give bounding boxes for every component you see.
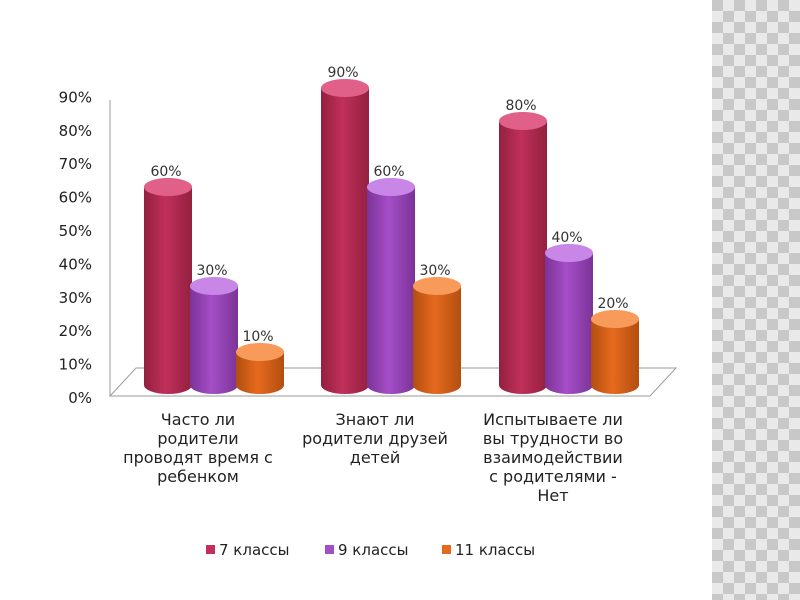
category-label: Знают ли родители друзей детей: [302, 410, 448, 467]
data-label: 80%: [505, 98, 536, 114]
bars: [144, 79, 639, 394]
y-tick-label: 30%: [59, 289, 92, 307]
data-label: 60%: [373, 164, 404, 180]
bar-body: [545, 253, 593, 394]
legend-item: 9 классы: [325, 541, 409, 559]
legend-item: 7 классы: [206, 541, 290, 559]
bar-body: [144, 187, 192, 394]
y-axis: 0% 10% 20% 30% 40% 50% 60% 70% 80% 90%: [59, 88, 92, 407]
data-labels: 60% 90% 80% 30% 60% 40% 10% 30% 20%: [150, 65, 628, 345]
bar-3-3: [591, 310, 639, 394]
legend-label: 7 классы: [219, 541, 290, 559]
data-label: 20%: [597, 296, 628, 312]
bar-2-1: [190, 277, 238, 394]
data-label: 60%: [150, 164, 181, 180]
legend-label: 9 классы: [338, 541, 409, 559]
y-tick-label: 50%: [59, 222, 92, 240]
category-label: Испытываете ли вы трудности во взаимодейст…: [483, 410, 623, 505]
bar-top: [413, 277, 461, 295]
bar-body: [591, 319, 639, 394]
bar-top: [367, 178, 415, 196]
legend-label: 11 классы: [455, 541, 535, 559]
data-label: 30%: [419, 263, 450, 279]
category-label: Часто ли родители проводят время с ребенком: [123, 410, 273, 486]
bar-2-3: [545, 244, 593, 394]
bar-1-1: [144, 178, 192, 394]
bar-1-2: [321, 79, 369, 394]
bar-top: [321, 79, 369, 97]
bar-2-2: [367, 178, 415, 394]
bar-top: [499, 112, 547, 130]
legend-item: 11 классы: [442, 541, 535, 559]
y-tick-label: 40%: [59, 255, 92, 273]
y-tick-label: 10%: [59, 356, 92, 374]
legend: 7 классы 9 классы 11 классы: [206, 541, 535, 559]
data-label: 90%: [327, 65, 358, 81]
data-label: 40%: [551, 230, 582, 246]
legend-swatch: [325, 545, 334, 554]
bar-top: [545, 244, 593, 262]
y-tick-label: 90%: [59, 88, 92, 106]
bar-body: [190, 286, 238, 394]
bar-chart: 0% 10% 20% 30% 40% 50% 60% 70% 80% 90% 60% 90% 80% 3…: [59, 65, 678, 559]
bar-body: [367, 187, 415, 394]
category-labels: Часто ли родители проводят время с ребенком…: [123, 410, 623, 505]
data-label: 10%: [242, 329, 273, 345]
legend-swatch: [206, 545, 215, 554]
bar-body: [499, 121, 547, 394]
bar-top: [591, 310, 639, 328]
bar-top: [236, 343, 284, 361]
bar-top: [144, 178, 192, 196]
legend-swatch: [442, 545, 451, 554]
y-tick-label: 70%: [59, 155, 92, 173]
bar-3-1: [236, 343, 284, 394]
decorative-pattern-strip: [712, 0, 800, 600]
y-tick-label: 20%: [59, 322, 92, 340]
y-tick-label: 80%: [59, 122, 92, 140]
data-label: 30%: [196, 263, 227, 279]
bar-1-3: [499, 112, 547, 394]
bar-body: [236, 352, 284, 394]
y-tick-label: 60%: [59, 189, 92, 207]
bar-top: [190, 277, 238, 295]
bar-body: [321, 88, 369, 394]
bar-body: [413, 286, 461, 394]
y-tick-label: 0%: [68, 389, 92, 407]
bar-3-2: [413, 277, 461, 394]
